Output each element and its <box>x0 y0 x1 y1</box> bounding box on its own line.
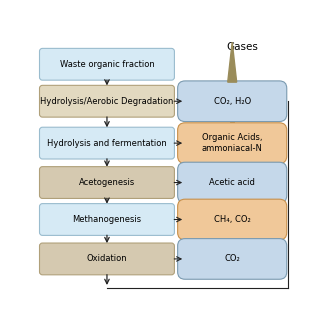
FancyBboxPatch shape <box>178 239 287 279</box>
Text: CO₂, H₂O: CO₂, H₂O <box>213 97 251 106</box>
FancyBboxPatch shape <box>39 48 174 80</box>
Text: Gases: Gases <box>226 42 258 52</box>
FancyBboxPatch shape <box>39 204 174 236</box>
Polygon shape <box>228 42 237 82</box>
FancyBboxPatch shape <box>39 85 174 117</box>
FancyBboxPatch shape <box>178 81 287 122</box>
FancyBboxPatch shape <box>39 243 174 275</box>
Text: CH₄, CO₂: CH₄, CO₂ <box>214 215 251 224</box>
FancyBboxPatch shape <box>178 162 287 203</box>
FancyBboxPatch shape <box>178 199 287 240</box>
FancyBboxPatch shape <box>178 123 287 164</box>
Text: Waste organic fraction: Waste organic fraction <box>60 60 154 69</box>
Text: Oxidation: Oxidation <box>87 254 127 263</box>
FancyBboxPatch shape <box>39 167 174 198</box>
Text: Acetogenesis: Acetogenesis <box>79 178 135 187</box>
FancyBboxPatch shape <box>39 127 174 159</box>
Text: Organic Acids,
ammoniacal-N: Organic Acids, ammoniacal-N <box>202 133 263 153</box>
Text: Acetic acid: Acetic acid <box>209 178 255 187</box>
Text: Methanogenesis: Methanogenesis <box>72 215 141 224</box>
Text: Hydrolysis/Aerobic Degradation: Hydrolysis/Aerobic Degradation <box>40 97 174 106</box>
Text: Hydrolysis and fermentation: Hydrolysis and fermentation <box>47 139 167 148</box>
Text: CO₂: CO₂ <box>224 254 240 263</box>
